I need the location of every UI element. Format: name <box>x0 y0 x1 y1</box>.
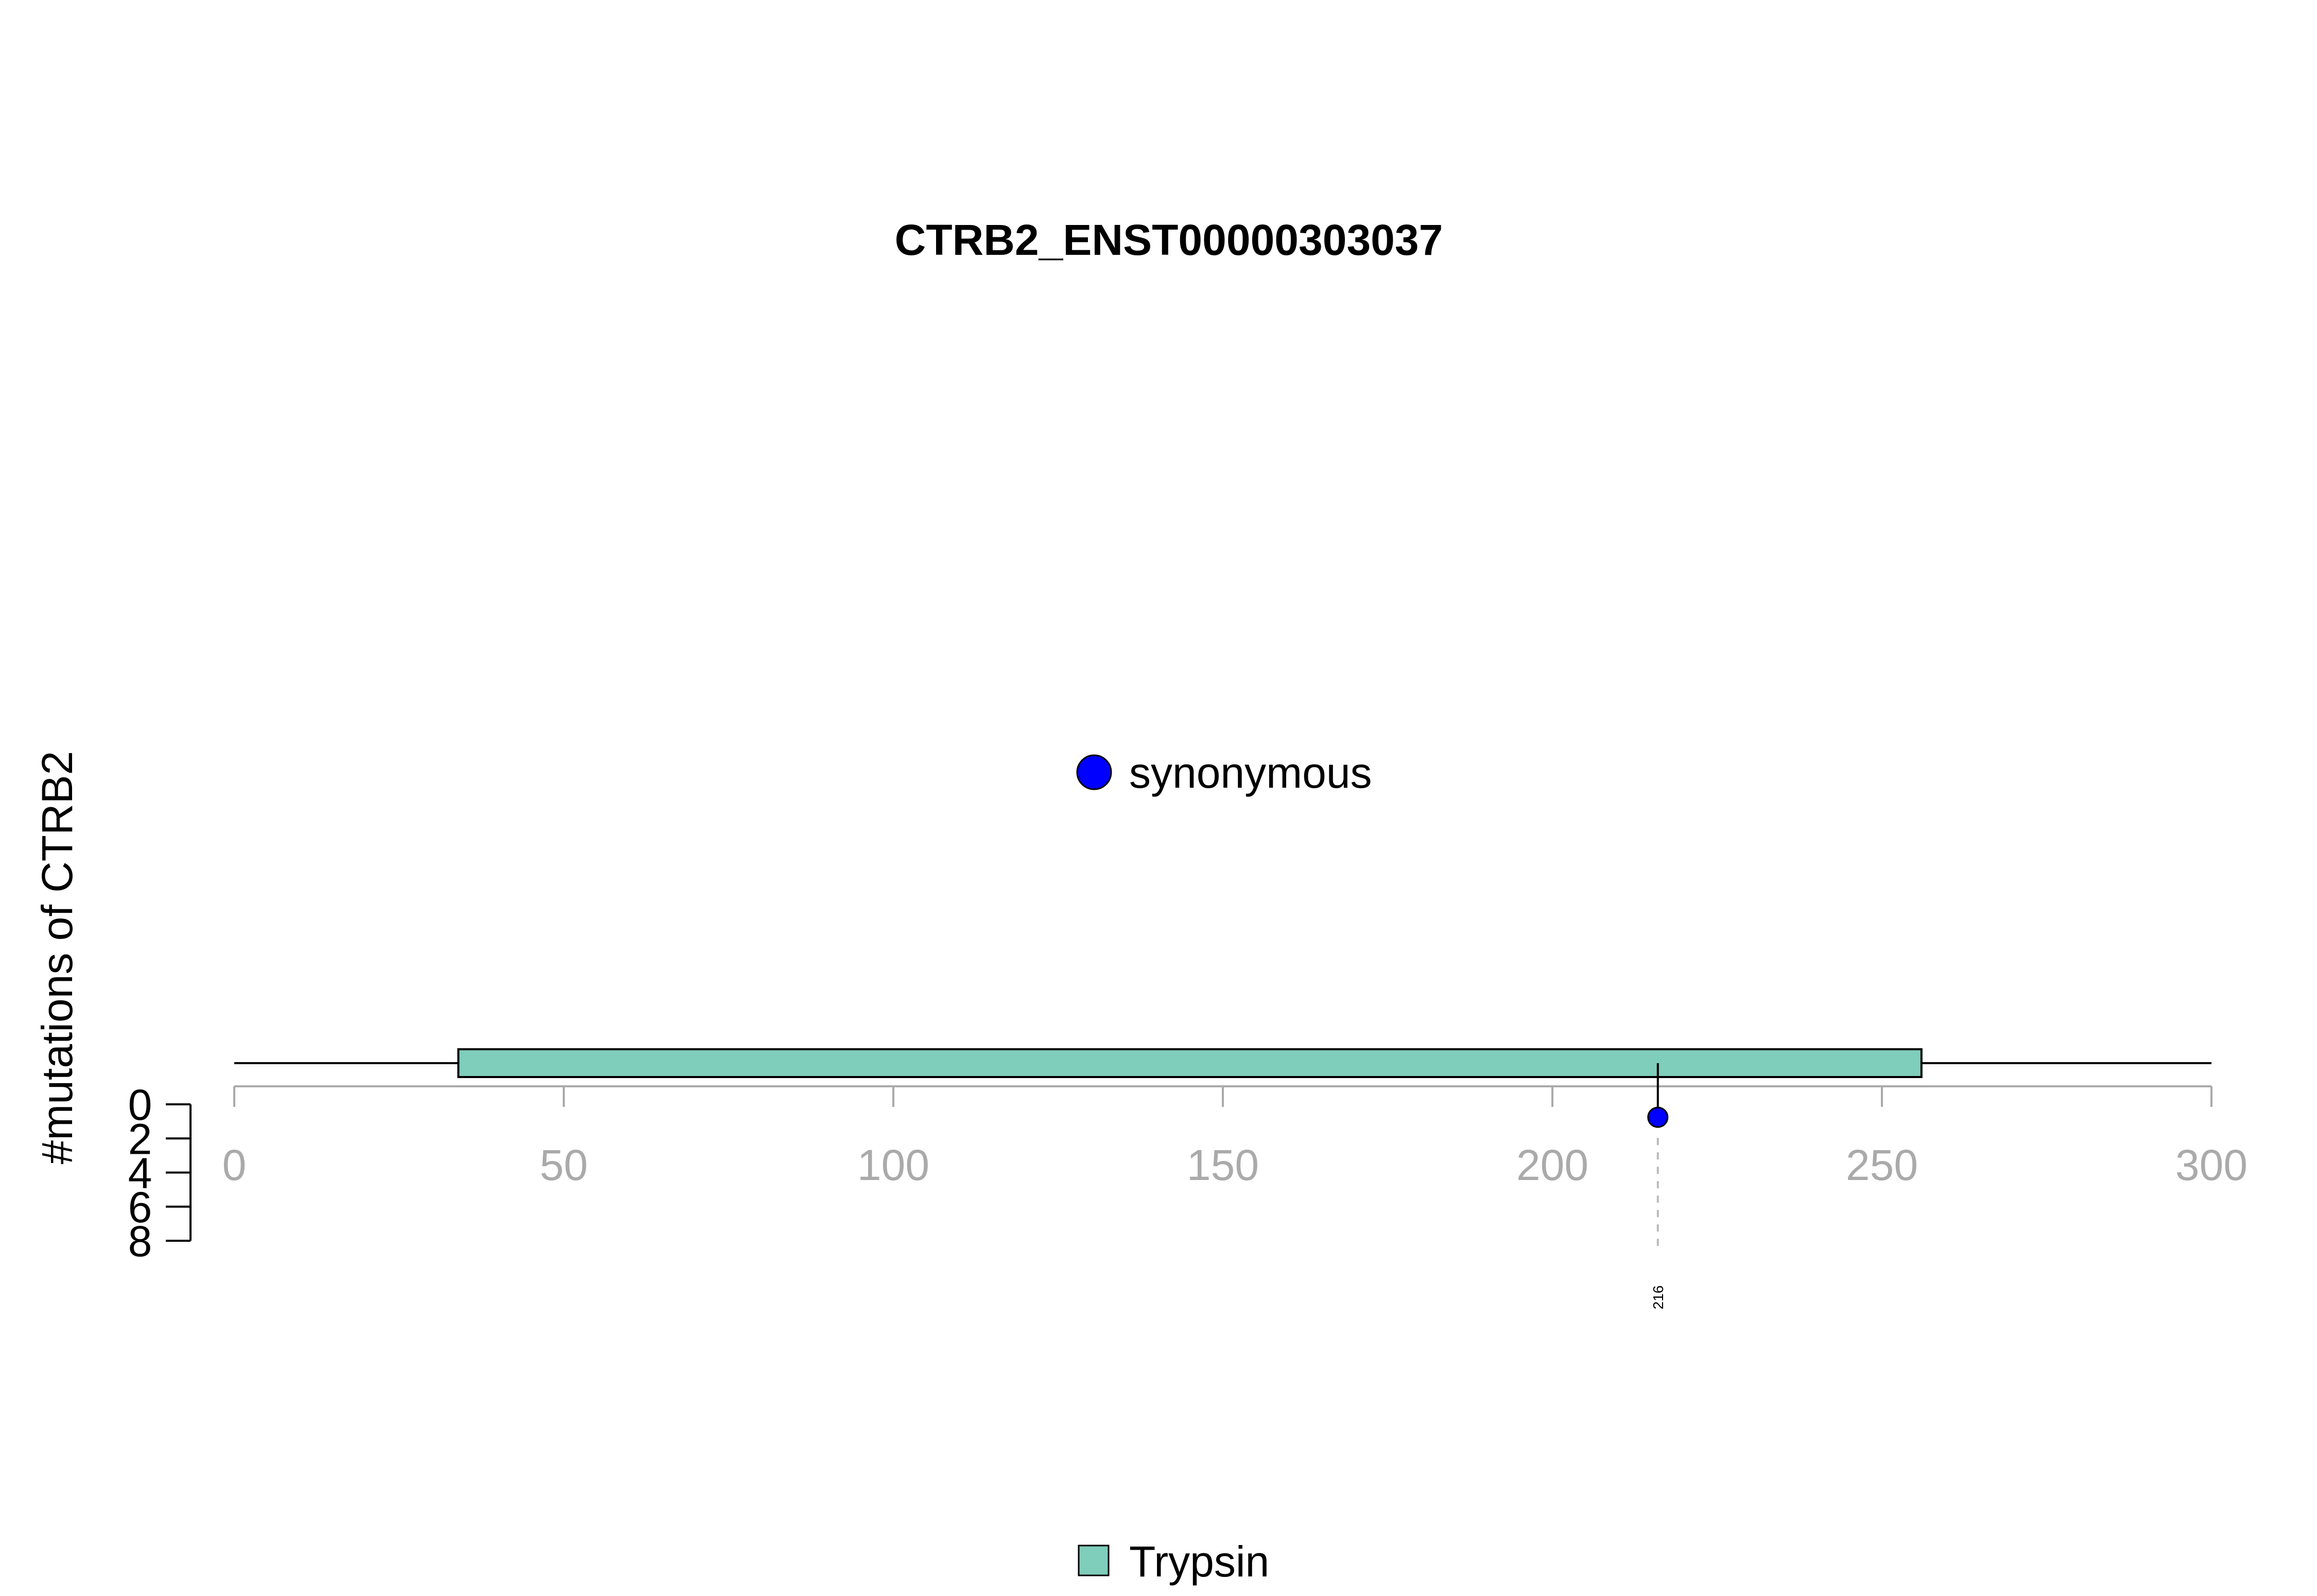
domain-group <box>457 1048 1923 1078</box>
x-tick-label: 200 <box>1516 1141 1588 1189</box>
chart-title: CTRB2_ENST00000303037 <box>895 216 1443 264</box>
mutation-group: 216 <box>1647 1063 1669 1310</box>
x-axis: 0 50 100 150 200 250 300 <box>222 1085 2247 1189</box>
x-tick-label: 150 <box>1187 1141 1259 1189</box>
mutation-position-label: 216 <box>1650 1286 1666 1310</box>
domain-legend: Trypsin <box>1078 1537 1269 1586</box>
y-tick-label: 6 <box>128 1183 152 1231</box>
y-tick-label: 2 <box>128 1115 152 1163</box>
legend-synonymous-label: synonymous <box>1129 749 1372 797</box>
domain-trypsin <box>457 1048 1923 1078</box>
y-tick-label: 4 <box>128 1149 152 1198</box>
y-axis-label: #mutations of CTRB2 <box>33 751 81 1164</box>
y-tick-label: 8 <box>128 1217 152 1265</box>
legend-trypsin-swatch <box>1078 1545 1110 1576</box>
x-tick-label: 50 <box>540 1141 587 1189</box>
legend-synonymous-marker <box>1076 754 1112 790</box>
x-tick-label: 0 <box>222 1141 247 1189</box>
mutation-legend: synonymous <box>1076 749 1372 797</box>
mutation-point <box>1647 1106 1669 1128</box>
y-tick-label: 0 <box>128 1081 152 1129</box>
legend-trypsin-label: Trypsin <box>1129 1537 1269 1586</box>
x-tick-label: 300 <box>2175 1141 2247 1189</box>
x-tick-label: 250 <box>1846 1141 1918 1189</box>
x-tick-label: 100 <box>857 1141 929 1189</box>
